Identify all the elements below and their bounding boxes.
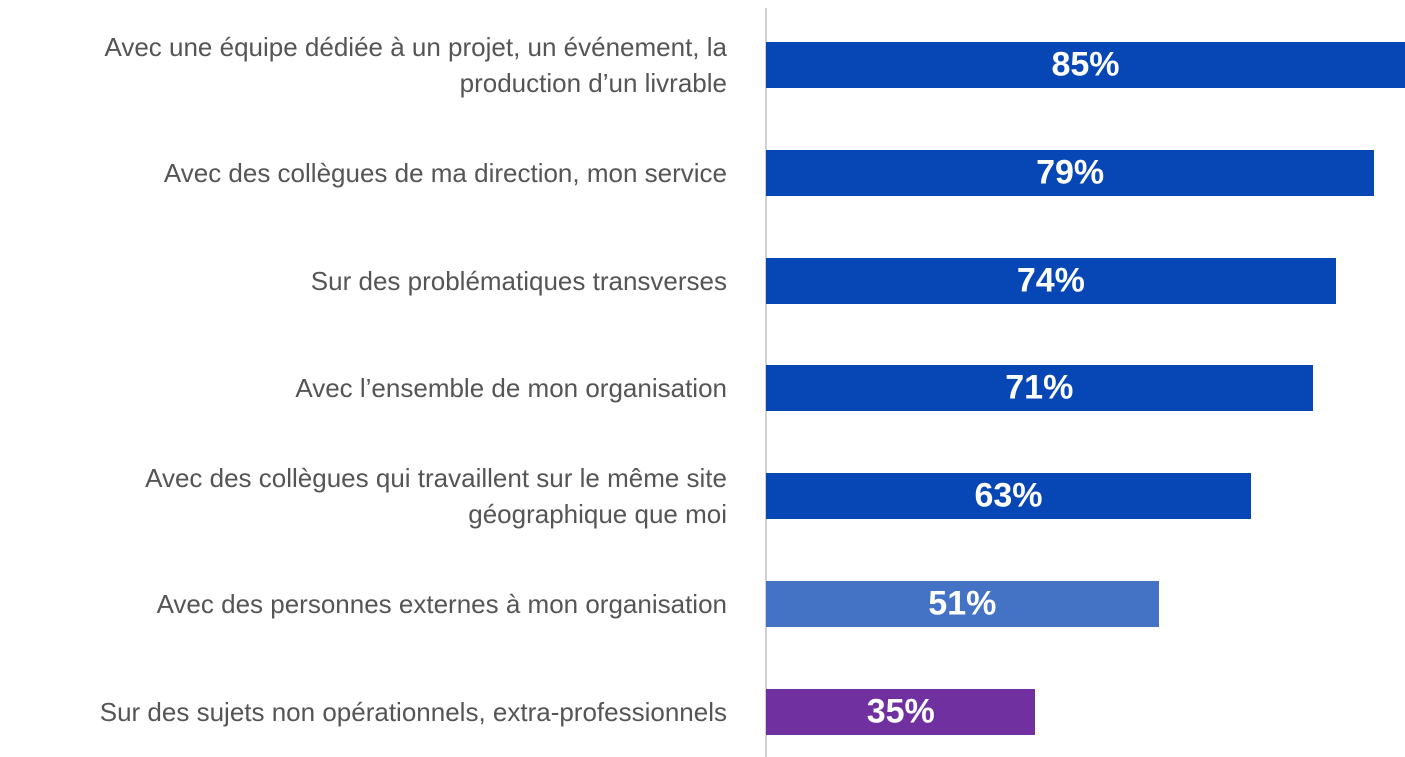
bar	[766, 257, 1336, 304]
bar	[766, 473, 1252, 520]
value-label: 35%	[866, 692, 935, 731]
bar	[766, 42, 1405, 88]
bar	[766, 688, 1036, 735]
category-label: Sur des sujets non opérationnels, extra-…	[99, 696, 727, 727]
category-label: Sur des problématiques transverses	[310, 265, 727, 296]
bar	[766, 365, 1313, 412]
category-label: Avec des collègues de ma direction, mon …	[163, 157, 727, 188]
category-label: Avec des personnes externes à mon organi…	[156, 589, 727, 619]
value-label: 85%	[1051, 45, 1120, 84]
value-label: 79%	[1036, 153, 1105, 192]
value-label: 51%	[928, 584, 997, 623]
bar	[766, 581, 1159, 627]
value-label: 74%	[1016, 261, 1085, 300]
category-label: Avec des collègues qui travaillent sur l…	[145, 463, 727, 530]
category-label: Avec une équipe dédiée à un projet, un é…	[104, 32, 727, 98]
bar	[766, 149, 1375, 196]
value-label: 71%	[1005, 368, 1074, 407]
value-label: 63%	[974, 476, 1043, 515]
category-label: Avec l’ensemble de mon organisation	[295, 373, 727, 404]
